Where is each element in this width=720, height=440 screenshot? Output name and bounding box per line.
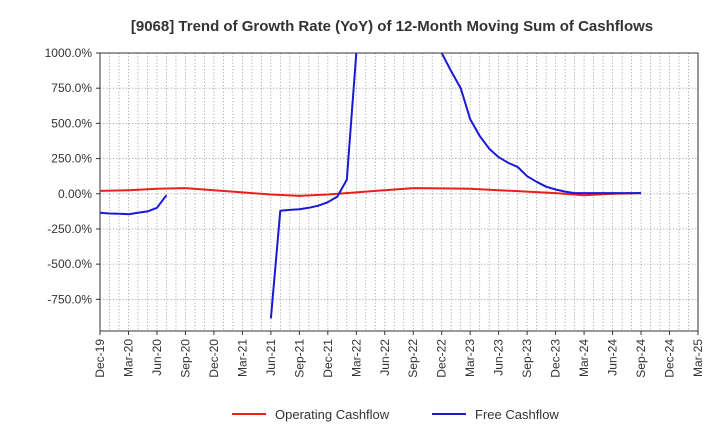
x-tick-label: Dec-19 (93, 339, 107, 378)
y-tick-label: 0.00% (58, 187, 92, 201)
x-tick-label: Dec-22 (435, 339, 449, 378)
chart-title: [9068] Trend of Growth Rate (YoY) of 12-… (131, 18, 653, 35)
legend-label-operating-cashflow: Operating Cashflow (275, 407, 390, 422)
x-tick-label: Jun-24 (606, 339, 620, 376)
x-tick-label: Mar-23 (463, 339, 477, 377)
legend: Operating Cashflow Free Cashflow (232, 407, 559, 422)
x-axis-ticks: Dec-19 Mar-20 Jun-20 Sep-20 Dec-20 Mar-21 Jun-… (93, 331, 705, 378)
series-lines (100, 53, 642, 319)
x-tick-label: Mar-25 (691, 339, 705, 377)
y-tick-label: -750.0% (47, 292, 92, 306)
series-line-free-cashflow (269, 53, 358, 319)
x-tick-label: Sep-23 (520, 339, 534, 378)
x-tick-label: Mar-21 (235, 339, 249, 377)
x-tick-label: Sep-21 (292, 339, 306, 378)
y-tick-label: -250.0% (47, 222, 92, 236)
series-line-free-cashflow (440, 53, 641, 195)
x-tick-label: Jun-20 (150, 339, 164, 376)
x-tick-label: Jun-21 (264, 339, 278, 376)
y-tick-label: -500.0% (47, 257, 92, 271)
grid (100, 52, 698, 331)
x-tick-label: Dec-21 (321, 339, 335, 378)
x-tick-label: Mar-24 (577, 339, 591, 377)
x-tick-label: Mar-22 (349, 339, 363, 377)
x-tick-label: Dec-24 (663, 339, 677, 378)
x-tick-label: Dec-20 (207, 339, 221, 378)
y-tick-label: 1000.0% (45, 46, 93, 60)
x-tick-label: Sep-20 (178, 339, 192, 378)
x-tick-label: Jun-22 (378, 339, 392, 376)
x-tick-label: Mar-20 (121, 339, 135, 377)
y-tick-label: 500.0% (51, 116, 92, 130)
y-tick-label: 250.0% (51, 152, 92, 166)
x-tick-label: Jun-23 (492, 339, 506, 376)
y-axis-ticks: 1000.0% 750.0% 500.0% 250.0% 0.00% -250.0% -50… (45, 46, 100, 306)
y-tick-label: 750.0% (51, 81, 92, 95)
series-line-operating-cashflow (100, 187, 642, 197)
series-line-free-cashflow (100, 194, 168, 216)
x-tick-label: Sep-24 (634, 339, 648, 378)
legend-label-free-cashflow: Free Cashflow (475, 407, 559, 422)
x-tick-label: Sep-22 (406, 339, 420, 378)
x-tick-label: Dec-23 (549, 339, 563, 378)
plot-frame (99, 52, 699, 332)
